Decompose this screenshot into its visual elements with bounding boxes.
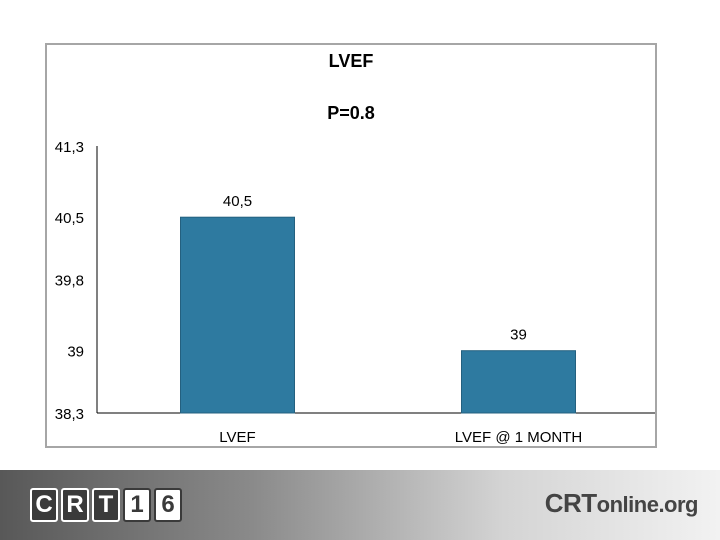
- y-tick-label: 39,8: [55, 273, 84, 290]
- logo-tile-c: C: [30, 488, 58, 522]
- chart-frame: LVEF P=0.8 41,3 40,5 39,8 39 38,3 40,5 LVEF 39 L…: [45, 43, 657, 448]
- crt16-logo: C R T 1 6: [30, 488, 182, 524]
- bar: [461, 350, 576, 414]
- y-tick-label: 39: [67, 344, 84, 361]
- logo-tile-r: R: [61, 488, 89, 522]
- y-tick-label: 38,3: [55, 406, 84, 423]
- bar-chart: 41,3 40,5 39,8 39 38,3 40,5 LVEF 39 LVEF @ 1 MON…: [55, 139, 655, 446]
- logo-tile-6: 6: [154, 488, 182, 522]
- y-tick-label: 40,5: [55, 210, 84, 227]
- logo-tile-1: 1: [123, 488, 151, 522]
- bar: [180, 216, 295, 414]
- chart-subtitle: P=0.8: [327, 103, 375, 123]
- x-tick-label: LVEF: [219, 429, 255, 446]
- y-tick-label: 41,3: [55, 139, 84, 156]
- chart-title: LVEF: [328, 51, 374, 71]
- crtonline-logo: CRTonline.org: [544, 488, 699, 519]
- footer-band: C R T 1 6 CRTonline.org: [0, 470, 720, 540]
- crtonline-logo-main: CRT: [544, 488, 597, 518]
- x-tick-label: LVEF @ 1 MONTH: [455, 429, 582, 446]
- logo-tile-t: T: [92, 488, 120, 522]
- data-label: 40,5: [223, 193, 252, 210]
- crtonline-logo-rest: online.org: [596, 492, 699, 517]
- data-label: 39: [510, 327, 527, 344]
